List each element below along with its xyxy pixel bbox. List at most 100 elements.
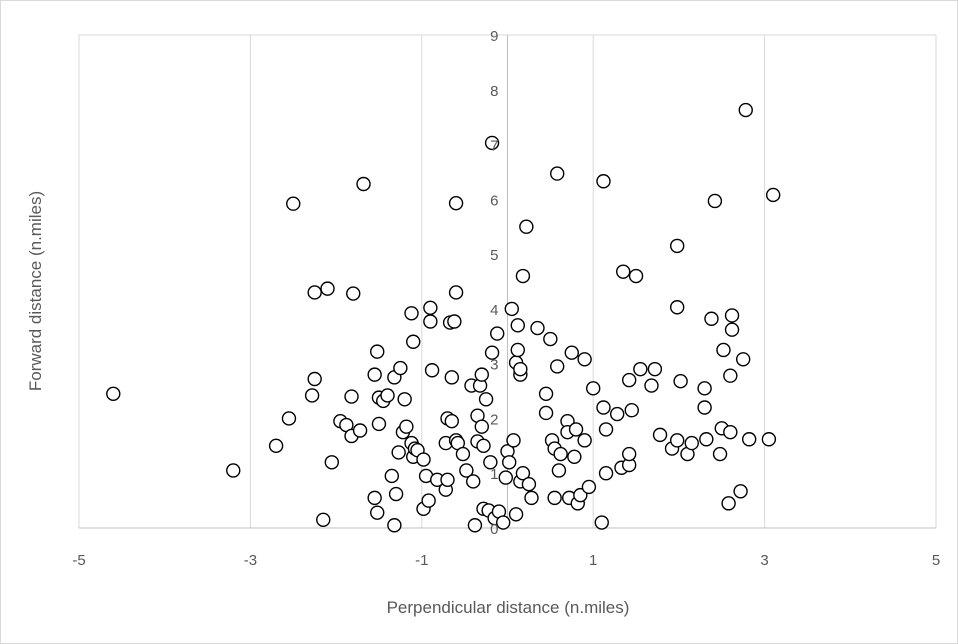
data-point-62	[459, 463, 474, 478]
data-point-73	[478, 392, 494, 407]
y-tick-label-3: 4	[490, 302, 498, 319]
data-point-46	[423, 300, 438, 315]
data-point-149	[704, 311, 719, 326]
data-point-124	[596, 174, 611, 189]
data-point-143	[673, 373, 688, 389]
data-point-98	[524, 490, 539, 506]
tick-labels: -5 -3 -1 1 3 5 1 2 3 4 5 6 7 8 9 0	[72, 28, 940, 569]
data-point-64	[466, 474, 481, 489]
y-tick-label-6: 7	[490, 138, 498, 155]
data-point-140	[669, 433, 685, 448]
data-point-36	[404, 306, 419, 321]
y-tick-label-8: 9	[490, 28, 498, 45]
data-point-114	[567, 449, 582, 464]
y-tick-label-2: 3	[490, 357, 498, 374]
data-point-59	[448, 195, 464, 211]
data-point-121	[586, 381, 601, 396]
data-point-54	[444, 413, 459, 429]
data-point-100	[538, 405, 554, 421]
data-point-156	[723, 368, 738, 383]
data-point-92	[513, 361, 528, 377]
data-point-89	[510, 318, 525, 333]
data-point-127	[609, 406, 625, 422]
data-point-31	[393, 360, 408, 376]
data-point-155	[723, 424, 738, 440]
x-axis-title: Perpendicular distance (n.miles)	[387, 598, 630, 617]
y-tick-label-1: 2	[490, 411, 498, 428]
data-point-17	[356, 176, 371, 192]
x-tick-label-5: 5	[932, 552, 940, 569]
data-point-119	[577, 352, 592, 367]
data-point-0	[106, 386, 121, 401]
data-point-30	[391, 445, 406, 460]
data-point-96	[519, 219, 534, 234]
data-point-1	[226, 463, 241, 478]
data-point-70	[474, 419, 489, 434]
data-point-65	[467, 518, 483, 533]
data-point-84	[502, 455, 517, 470]
data-point-18	[367, 490, 382, 506]
data-point-120	[581, 479, 597, 495]
data-point-142	[669, 238, 685, 254]
data-point-47	[424, 363, 440, 378]
data-point-161	[738, 102, 753, 118]
data-point-101	[538, 386, 554, 401]
data-point-118	[577, 433, 592, 448]
data-point-131	[621, 372, 637, 388]
data-point-122	[594, 515, 609, 530]
data-point-7	[307, 285, 322, 300]
data-point-134	[628, 268, 644, 284]
data-point-153	[716, 342, 731, 358]
data-point-56	[447, 314, 462, 329]
data-point-5	[304, 388, 320, 403]
data-point-157	[724, 322, 740, 337]
x-tick-label-1: -3	[244, 552, 257, 569]
data-point-107	[550, 166, 565, 181]
data-point-137	[647, 361, 663, 377]
data-point-77	[484, 135, 500, 151]
data-point-148	[699, 432, 714, 447]
data-point-150	[707, 193, 723, 209]
data-point-154	[721, 496, 736, 511]
data-point-109	[553, 446, 568, 462]
data-point-104	[547, 490, 562, 506]
data-point-81	[496, 515, 511, 530]
data-point-125	[598, 422, 614, 437]
data-point-37	[406, 334, 421, 349]
data-point-9	[316, 512, 331, 527]
data-point-147	[697, 400, 712, 415]
data-point-113	[564, 345, 579, 360]
x-tick-label-4: 3	[760, 552, 768, 569]
data-point-117	[573, 487, 588, 503]
data-point-26	[384, 468, 400, 484]
data-point-10	[324, 455, 340, 470]
data-point-34	[399, 419, 414, 434]
data-point-6	[307, 371, 322, 387]
data-point-19	[370, 505, 385, 520]
data-point-87	[508, 507, 524, 522]
data-point-160	[735, 352, 751, 367]
data-point-138	[652, 427, 668, 443]
data-point-27	[387, 518, 402, 533]
data-point-21	[370, 344, 385, 359]
data-point-123	[596, 400, 611, 415]
data-point-58	[448, 285, 464, 300]
data-point-95	[515, 268, 531, 284]
data-point-23	[371, 416, 387, 432]
y-tick-label-4: 5	[490, 247, 498, 264]
data-point-129	[615, 264, 631, 279]
data-point-159	[733, 484, 748, 499]
x-tick-label-0: -5	[72, 552, 85, 569]
data-point-108	[551, 463, 567, 478]
data-point-15	[346, 286, 361, 301]
data-point-20	[367, 367, 382, 382]
data-point-145	[684, 435, 699, 451]
data-point-90	[510, 342, 525, 358]
data-point-3	[281, 411, 297, 426]
data-point-82	[498, 470, 513, 485]
data-point-29	[388, 486, 404, 502]
data-point-85	[504, 301, 519, 317]
data-point-132	[621, 446, 637, 462]
data-point-126	[598, 466, 614, 481]
